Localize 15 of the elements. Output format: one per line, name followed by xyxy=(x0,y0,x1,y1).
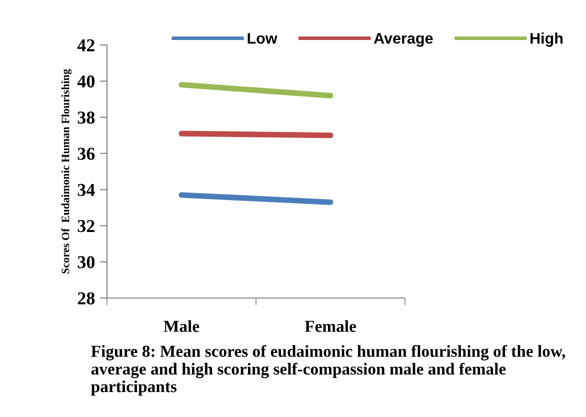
y-tick-label: 34 xyxy=(78,184,95,196)
y-tick-label: 32 xyxy=(78,220,94,232)
legend-label: Low xyxy=(248,33,278,44)
y-tick-label: 28 xyxy=(78,292,95,304)
caption: Figure 8: Mean scores of eudaimonic human flourishing of the low, average and high scoring self-compassion male and female participants xyxy=(91,345,566,396)
y-axis-title: Scores Of Eudaimonic Human Flourishing xyxy=(61,69,72,274)
x-tick-label: Male xyxy=(164,320,200,332)
y-tick-label: 42 xyxy=(77,39,94,52)
legend-label: High xyxy=(530,32,563,47)
y-tick-label: 30 xyxy=(78,256,95,268)
legend-label: Average xyxy=(374,33,433,47)
y-tick-label: 36 xyxy=(78,148,95,160)
y-tick-label: 40 xyxy=(77,75,95,88)
y-tick-label: 38 xyxy=(78,112,95,124)
x-tick-label: Female xyxy=(304,320,356,332)
